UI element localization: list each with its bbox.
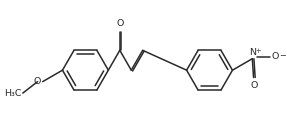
Text: O: O — [33, 77, 40, 86]
Text: O: O — [251, 81, 258, 90]
Text: H₃C: H₃C — [4, 89, 21, 98]
Text: −: − — [279, 51, 286, 60]
Text: +: + — [255, 48, 261, 54]
Text: N: N — [249, 49, 256, 57]
Text: O: O — [272, 52, 279, 61]
Text: O: O — [117, 19, 124, 28]
